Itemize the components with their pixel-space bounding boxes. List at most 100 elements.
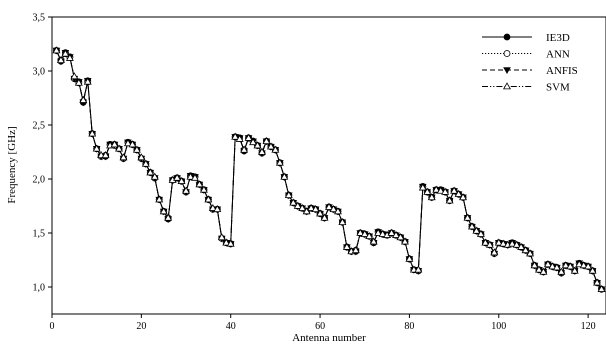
data-point <box>445 196 454 204</box>
data-point <box>110 140 119 148</box>
data-point <box>508 239 517 247</box>
data-point <box>436 186 445 194</box>
data-point <box>262 136 271 145</box>
data-point <box>485 240 494 248</box>
data-point <box>588 266 597 274</box>
data-point <box>115 144 124 152</box>
data-point <box>463 213 472 221</box>
data-point <box>356 228 365 236</box>
data-point <box>173 173 182 181</box>
data-point <box>476 229 485 237</box>
data-point <box>423 187 432 195</box>
data-point <box>257 147 266 155</box>
data-point <box>240 145 249 153</box>
x-tick-label: 120 <box>581 321 596 332</box>
legend-label: ANN <box>546 49 570 61</box>
data-point <box>579 261 588 269</box>
y-axis-title: Frequency [GHz] <box>6 126 18 203</box>
data-point <box>418 183 427 191</box>
y-tick-label: 1,0 <box>33 283 46 294</box>
data-point <box>74 78 83 86</box>
data-point <box>146 168 155 176</box>
data-point <box>266 142 275 150</box>
plot-frame <box>51 16 606 315</box>
data-point <box>79 95 88 103</box>
data-point <box>88 129 97 137</box>
series-anfis <box>52 47 606 294</box>
data-point <box>414 265 423 273</box>
data-point <box>400 237 409 245</box>
data-point <box>226 239 235 247</box>
data-point <box>195 180 204 188</box>
data-point <box>311 205 320 213</box>
legend-marker <box>503 50 511 57</box>
legend-marker <box>503 67 511 75</box>
data-point <box>204 195 213 203</box>
legend-label: SVM <box>546 82 570 94</box>
data-point <box>405 254 414 262</box>
x-axis-title: Antenna number <box>292 332 366 344</box>
data-point <box>253 141 262 149</box>
legend-item: ANFIS <box>482 65 578 77</box>
data-point <box>222 238 231 246</box>
data-point <box>199 185 208 193</box>
data-point <box>65 53 74 61</box>
data-point <box>119 153 128 161</box>
data-point <box>244 133 253 141</box>
data-point <box>316 209 325 217</box>
data-point <box>374 228 383 236</box>
y-tick-label: 3,5 <box>33 13 46 24</box>
data-point <box>249 138 258 146</box>
data-point <box>293 201 302 209</box>
data-point <box>92 144 101 152</box>
data-point <box>521 246 530 254</box>
data-point <box>235 134 244 142</box>
data-point <box>427 193 436 201</box>
data-point <box>128 140 137 148</box>
data-point <box>333 207 342 215</box>
data-point <box>338 217 347 226</box>
y-tick-label: 2,5 <box>33 121 46 132</box>
data-point <box>150 172 159 180</box>
legend-marker <box>503 33 511 41</box>
data-point <box>494 238 503 246</box>
data-point <box>481 238 490 246</box>
data-point <box>396 233 405 241</box>
x-tick-label: 40 <box>226 321 236 332</box>
data-point <box>459 193 468 201</box>
data-point <box>182 186 191 194</box>
data-point <box>284 190 293 199</box>
data-point <box>213 205 222 213</box>
data-point <box>526 249 535 257</box>
data-point <box>351 246 360 254</box>
legend-item: IE3D <box>482 32 570 44</box>
data-point <box>534 265 543 273</box>
data-point <box>280 172 289 180</box>
data-point <box>217 233 226 241</box>
plot-area <box>51 16 606 315</box>
data-point <box>490 248 499 256</box>
data-point <box>450 186 459 194</box>
y-tick-label: 1,5 <box>33 229 46 240</box>
data-point <box>530 261 539 269</box>
data-point <box>298 203 307 211</box>
data-point <box>593 278 602 286</box>
series-layer <box>52 46 606 294</box>
data-point <box>454 189 463 197</box>
data-point <box>320 213 329 221</box>
data-point <box>365 232 374 240</box>
y-tick-label: 2,0 <box>33 175 46 186</box>
data-point <box>164 213 173 221</box>
data-point <box>387 228 396 236</box>
x-tick-label: 80 <box>404 321 414 332</box>
data-point <box>512 240 521 248</box>
x-tick-label: 100 <box>491 321 506 332</box>
data-point <box>552 263 561 271</box>
data-point <box>597 284 606 292</box>
legend-label: IE3D <box>546 32 570 44</box>
data-point <box>231 132 240 140</box>
data-point <box>101 151 110 159</box>
legend-label: ANFIS <box>546 65 578 77</box>
data-point <box>432 185 441 193</box>
data-point <box>190 173 199 181</box>
